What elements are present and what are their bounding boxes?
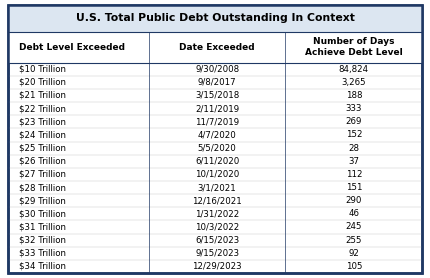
Text: 112: 112 bbox=[346, 170, 362, 179]
Text: 1/31/2022: 1/31/2022 bbox=[195, 209, 239, 218]
Text: $28 Trillion: $28 Trillion bbox=[19, 183, 66, 192]
Text: $23 Trillion: $23 Trillion bbox=[19, 117, 66, 126]
Text: 37: 37 bbox=[348, 157, 359, 166]
Text: 9/8/2017: 9/8/2017 bbox=[198, 78, 237, 87]
Text: 3,265: 3,265 bbox=[341, 78, 366, 87]
Text: 152: 152 bbox=[346, 130, 362, 140]
Text: $29 Trillion: $29 Trillion bbox=[19, 196, 66, 205]
Text: 151: 151 bbox=[346, 183, 362, 192]
Text: 188: 188 bbox=[346, 91, 362, 100]
Text: $10 Trillion: $10 Trillion bbox=[19, 65, 66, 74]
Text: 255: 255 bbox=[346, 236, 362, 245]
Text: 269: 269 bbox=[346, 117, 362, 126]
Text: 6/15/2023: 6/15/2023 bbox=[195, 236, 239, 245]
Text: 10/3/2022: 10/3/2022 bbox=[195, 222, 239, 232]
Text: 333: 333 bbox=[346, 104, 362, 113]
Text: Debt Level Exceeded: Debt Level Exceeded bbox=[19, 43, 125, 52]
Text: $26 Trillion: $26 Trillion bbox=[19, 157, 66, 166]
Bar bbox=[8, 5, 422, 32]
Text: 5/5/2020: 5/5/2020 bbox=[198, 143, 237, 153]
Text: 11/7/2019: 11/7/2019 bbox=[195, 117, 239, 126]
Text: $31 Trillion: $31 Trillion bbox=[19, 222, 66, 232]
Text: 3/1/2021: 3/1/2021 bbox=[198, 183, 237, 192]
Text: 46: 46 bbox=[348, 209, 359, 218]
Text: 28: 28 bbox=[348, 143, 359, 153]
Text: 6/11/2020: 6/11/2020 bbox=[195, 157, 239, 166]
Text: 10/1/2020: 10/1/2020 bbox=[195, 170, 239, 179]
Text: Number of Days
Achieve Debt Level: Number of Days Achieve Debt Level bbox=[305, 37, 403, 57]
Text: 9/15/2023: 9/15/2023 bbox=[195, 249, 239, 258]
Bar bbox=[8, 32, 422, 63]
Text: 12/29/2023: 12/29/2023 bbox=[192, 262, 242, 271]
Text: 12/16/2021: 12/16/2021 bbox=[192, 196, 242, 205]
Text: $20 Trillion: $20 Trillion bbox=[19, 78, 66, 87]
Text: 9/30/2008: 9/30/2008 bbox=[195, 65, 239, 74]
Text: 92: 92 bbox=[348, 249, 359, 258]
Text: $34 Trillion: $34 Trillion bbox=[19, 262, 66, 271]
Text: $30 Trillion: $30 Trillion bbox=[19, 209, 66, 218]
Text: 84,824: 84,824 bbox=[339, 65, 369, 74]
Text: $25 Trillion: $25 Trillion bbox=[19, 143, 66, 153]
Text: $22 Trillion: $22 Trillion bbox=[19, 104, 66, 113]
Text: 105: 105 bbox=[346, 262, 362, 271]
Text: 245: 245 bbox=[346, 222, 362, 232]
Text: $24 Trillion: $24 Trillion bbox=[19, 130, 66, 140]
Text: 4/7/2020: 4/7/2020 bbox=[198, 130, 237, 140]
Text: $27 Trillion: $27 Trillion bbox=[19, 170, 66, 179]
Text: 290: 290 bbox=[346, 196, 362, 205]
Text: $33 Trillion: $33 Trillion bbox=[19, 249, 66, 258]
Text: $21 Trillion: $21 Trillion bbox=[19, 91, 66, 100]
Text: $32 Trillion: $32 Trillion bbox=[19, 236, 66, 245]
Text: U.S. Total Public Debt Outstanding In Context: U.S. Total Public Debt Outstanding In Co… bbox=[76, 13, 354, 23]
Text: 3/15/2018: 3/15/2018 bbox=[195, 91, 239, 100]
Text: Date Exceeded: Date Exceeded bbox=[179, 43, 255, 52]
Text: 2/11/2019: 2/11/2019 bbox=[195, 104, 239, 113]
